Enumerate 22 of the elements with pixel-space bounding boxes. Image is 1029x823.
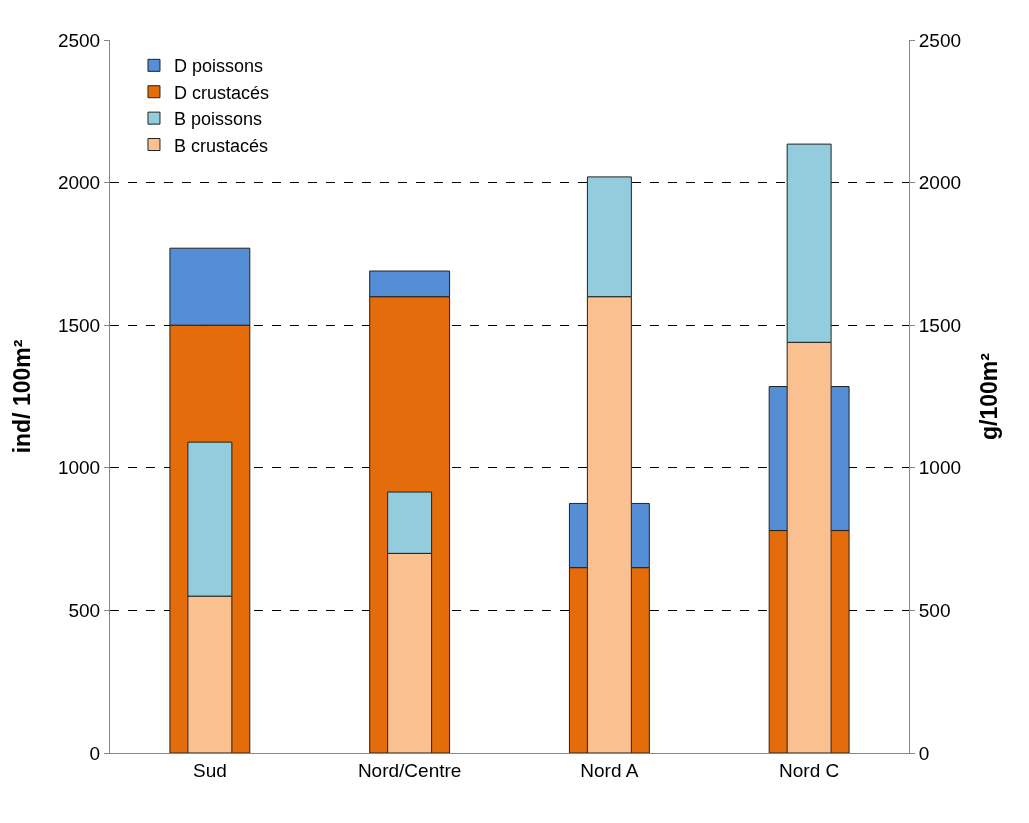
y-tick-label: 1000 [57, 457, 101, 479]
y2-tick-label: 1000 [918, 457, 962, 479]
y2-tick-label: 2500 [918, 29, 962, 51]
y-tick-label: 2000 [57, 172, 101, 194]
x-tick-label: Nord C [779, 759, 840, 781]
y-axis-title: ind/ 100m² [9, 339, 36, 454]
x-tick-label: Nord A [580, 759, 639, 781]
y-tick-label: 1500 [57, 314, 101, 336]
y2-tick-label: 2000 [918, 172, 962, 194]
x-tick-label: Sud [192, 759, 227, 781]
y-tick-label: 500 [68, 600, 101, 622]
legend-label: D poissons [173, 56, 264, 77]
y2-tick-label: 1500 [918, 314, 962, 336]
y-tick-label: 0 [89, 742, 101, 764]
legend-label: B crustacés [173, 135, 269, 156]
y2-tick-label: 500 [918, 600, 951, 622]
legend-label: D crustacés [173, 82, 269, 103]
y-tick-label: 2500 [57, 29, 101, 51]
legend-label: B poissons [173, 109, 263, 130]
y2-tick-label: 0 [918, 742, 930, 764]
y2-axis-title: g/100m² [975, 352, 1002, 440]
x-tick-label: Nord/Centre [357, 759, 462, 781]
